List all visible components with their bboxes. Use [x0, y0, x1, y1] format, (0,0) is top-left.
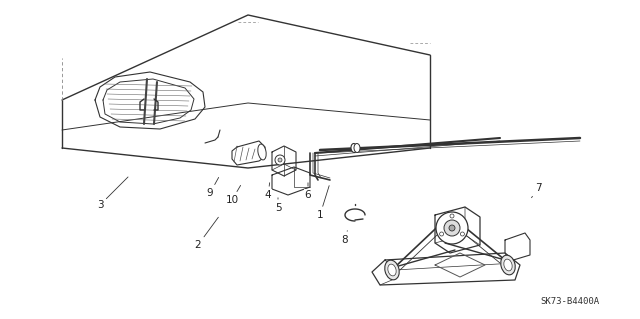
Circle shape — [436, 212, 468, 244]
Circle shape — [449, 225, 455, 231]
Circle shape — [278, 158, 282, 162]
Text: 3: 3 — [97, 177, 128, 210]
Circle shape — [444, 220, 460, 236]
Ellipse shape — [258, 144, 266, 160]
Ellipse shape — [351, 144, 357, 152]
Circle shape — [460, 232, 465, 236]
Text: 10: 10 — [225, 185, 241, 205]
Ellipse shape — [504, 259, 512, 271]
Circle shape — [275, 155, 285, 165]
Text: 9: 9 — [207, 177, 219, 198]
Text: 1: 1 — [317, 186, 329, 220]
Ellipse shape — [354, 144, 360, 152]
Circle shape — [440, 232, 444, 236]
Text: 2: 2 — [195, 217, 218, 250]
Text: 6: 6 — [305, 183, 311, 200]
Text: SK73-B4400A: SK73-B4400A — [540, 298, 600, 307]
Ellipse shape — [388, 264, 396, 276]
Text: 5: 5 — [275, 198, 282, 213]
Text: 7: 7 — [532, 183, 541, 198]
Ellipse shape — [385, 260, 399, 280]
Circle shape — [450, 214, 454, 218]
Text: 8: 8 — [342, 231, 348, 245]
Text: 4: 4 — [265, 183, 271, 200]
Ellipse shape — [500, 255, 515, 275]
